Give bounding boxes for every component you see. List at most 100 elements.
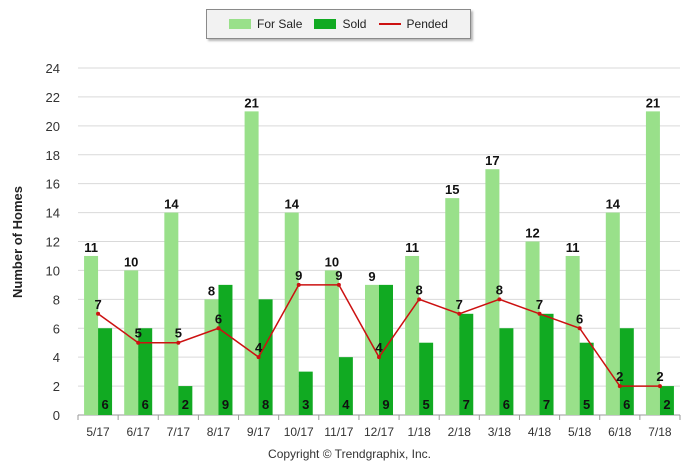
pended-point bbox=[377, 355, 381, 359]
y-tick-label: 12 bbox=[46, 235, 60, 250]
data-label-sold: 4 bbox=[342, 397, 350, 412]
y-tick-label: 8 bbox=[53, 292, 60, 307]
legend: For Sale Sold Pended bbox=[206, 9, 471, 39]
sold-swatch bbox=[314, 19, 336, 29]
pended-point bbox=[297, 283, 301, 287]
x-tick-label: 1/18 bbox=[407, 425, 431, 439]
y-tick-label: 4 bbox=[53, 350, 60, 365]
data-label-sold: 5 bbox=[583, 397, 590, 412]
y-axis-label: Number of Homes bbox=[10, 186, 25, 298]
bar-for-sale bbox=[566, 256, 580, 415]
data-label-sold: 3 bbox=[302, 397, 309, 412]
data-label-pended: 8 bbox=[496, 282, 503, 297]
data-label-pended: 7 bbox=[536, 297, 543, 312]
legend-label-pended: Pended bbox=[407, 17, 448, 31]
pended-point bbox=[257, 355, 261, 359]
bar-for-sale bbox=[245, 111, 259, 415]
pended-point bbox=[457, 312, 461, 316]
data-label-sold: 6 bbox=[503, 397, 510, 412]
x-tick-label: 6/17 bbox=[127, 425, 151, 439]
y-tick-label: 24 bbox=[46, 61, 60, 76]
data-label-sold: 2 bbox=[663, 397, 670, 412]
data-label-pended: 2 bbox=[616, 369, 623, 384]
data-label-pended: 6 bbox=[215, 311, 222, 326]
x-tick-label: 7/18 bbox=[648, 425, 672, 439]
data-label-for-sale: 15 bbox=[445, 182, 459, 197]
legend-item-pended[interactable]: Pended bbox=[379, 17, 448, 31]
data-label-pended: 4 bbox=[255, 340, 263, 355]
data-label-sold: 5 bbox=[423, 397, 430, 412]
data-label-sold: 6 bbox=[101, 397, 108, 412]
x-tick-label: 3/18 bbox=[488, 425, 512, 439]
data-label-for-sale: 14 bbox=[284, 197, 299, 212]
x-tick-label: 7/17 bbox=[167, 425, 191, 439]
y-tick-label: 10 bbox=[46, 263, 60, 278]
y-tick-label: 20 bbox=[46, 119, 60, 134]
data-label-sold: 7 bbox=[463, 397, 470, 412]
pended-point bbox=[96, 312, 100, 316]
y-tick-label: 18 bbox=[46, 148, 60, 163]
bar-for-sale bbox=[285, 213, 299, 415]
x-tick-label: 4/18 bbox=[528, 425, 552, 439]
data-label-for-sale: 12 bbox=[525, 226, 539, 241]
data-label-pended: 4 bbox=[375, 340, 383, 355]
chart-area: 024681012141618202224 Number of Homes 11… bbox=[0, 0, 699, 470]
pended-point bbox=[578, 326, 582, 330]
data-label-pended: 2 bbox=[656, 369, 663, 384]
bars bbox=[84, 111, 674, 415]
pended-point bbox=[618, 384, 622, 388]
data-label-for-sale: 10 bbox=[124, 254, 138, 269]
x-tick-label: 9/17 bbox=[247, 425, 271, 439]
data-label-sold: 8 bbox=[262, 397, 269, 412]
x-tick-label: 8/17 bbox=[207, 425, 231, 439]
x-tick-label: 10/17 bbox=[284, 425, 314, 439]
data-label-for-sale: 14 bbox=[164, 197, 179, 212]
bar-for-sale bbox=[124, 270, 138, 415]
pended-point bbox=[337, 283, 341, 287]
pended-point bbox=[497, 297, 501, 301]
data-label-for-sale: 17 bbox=[485, 153, 499, 168]
legend-label-sold: Sold bbox=[342, 17, 366, 31]
y-tick-label: 16 bbox=[46, 177, 60, 192]
data-label-pended: 7 bbox=[456, 297, 463, 312]
y-tick-label: 2 bbox=[53, 379, 60, 394]
x-tick-label: 11/17 bbox=[324, 425, 353, 439]
x-tick-label: 5/17 bbox=[86, 425, 110, 439]
pended-point bbox=[136, 341, 140, 345]
bar-for-sale bbox=[405, 256, 419, 415]
x-tick-label: 5/18 bbox=[568, 425, 592, 439]
pended-point bbox=[176, 341, 180, 345]
pended-point bbox=[658, 384, 662, 388]
bar-for-sale bbox=[164, 213, 178, 415]
y-tick-label: 6 bbox=[53, 321, 60, 336]
data-label-pended: 7 bbox=[94, 297, 101, 312]
data-label-for-sale: 11 bbox=[405, 240, 419, 255]
data-label-for-sale: 8 bbox=[208, 283, 215, 298]
pended-swatch bbox=[379, 23, 401, 25]
data-label-sold: 9 bbox=[222, 397, 229, 412]
for-sale-swatch bbox=[229, 19, 251, 29]
bar-for-sale bbox=[84, 256, 98, 415]
y-tick-label: 0 bbox=[53, 408, 60, 423]
x-tick-label: 2/18 bbox=[448, 425, 472, 439]
data-label-sold: 6 bbox=[142, 397, 149, 412]
pended-point bbox=[216, 326, 220, 330]
y-axis-ticks: 024681012141618202224 bbox=[46, 61, 60, 423]
data-label-sold: 9 bbox=[382, 397, 389, 412]
bar-sold bbox=[218, 285, 232, 415]
bar-for-sale bbox=[606, 213, 620, 415]
data-label-for-sale: 14 bbox=[606, 197, 621, 212]
data-label-sold: 2 bbox=[182, 397, 189, 412]
data-label-for-sale: 9 bbox=[368, 269, 375, 284]
bar-for-sale bbox=[526, 242, 540, 416]
y-tick-label: 22 bbox=[46, 90, 60, 105]
x-tick-label: 6/18 bbox=[608, 425, 632, 439]
data-label-pended: 5 bbox=[175, 326, 182, 341]
legend-item-for-sale[interactable]: For Sale bbox=[229, 17, 302, 31]
y-tick-label: 14 bbox=[46, 206, 60, 221]
pended-point bbox=[538, 312, 542, 316]
data-label-for-sale: 11 bbox=[84, 240, 98, 255]
legend-item-sold[interactable]: Sold bbox=[314, 17, 366, 31]
bar-for-sale bbox=[325, 270, 339, 415]
data-label-pended: 9 bbox=[335, 268, 342, 283]
